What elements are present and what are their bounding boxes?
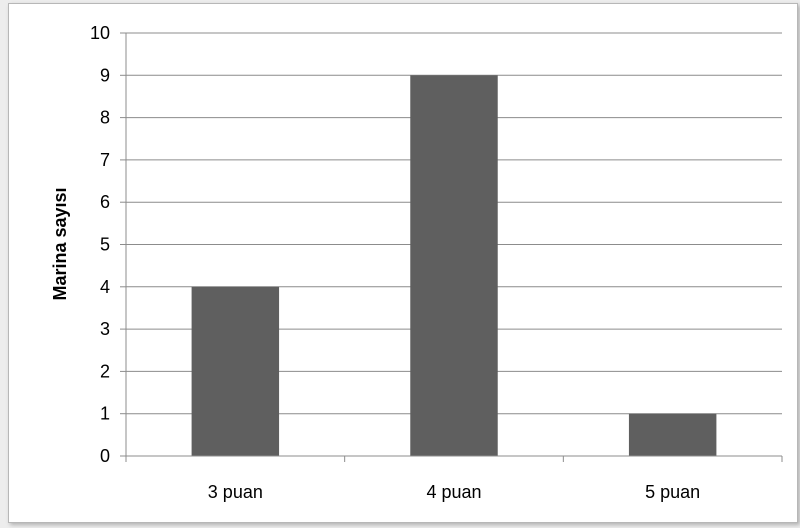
y-tick-label: 4 — [100, 277, 110, 297]
y-tick-label: 2 — [100, 361, 110, 381]
y-tick-label: 5 — [100, 235, 110, 255]
axes — [120, 32, 783, 462]
y-tick-labels: 0 1 2 3 4 5 6 7 8 9 10 — [90, 23, 110, 466]
y-tick-label: 6 — [100, 192, 110, 212]
x-category-label: 4 puan — [426, 482, 481, 502]
y-tick-label: 10 — [90, 23, 110, 43]
x-category-labels: 3 puan 4 puan 5 puan — [208, 482, 700, 502]
y-tick-label: 9 — [100, 65, 110, 85]
bars — [191, 75, 717, 457]
y-tick-label: 0 — [100, 446, 110, 466]
bar — [191, 286, 280, 456]
y-tick-label: 7 — [100, 150, 110, 170]
bar — [410, 75, 498, 457]
y-tick-label: 3 — [100, 319, 110, 339]
y-tick-label: 8 — [100, 108, 110, 128]
y-axis-title: Marina sayısı — [50, 187, 70, 300]
y-tick-label: 1 — [100, 404, 110, 424]
x-category-label: 3 puan — [208, 482, 263, 502]
bar — [628, 413, 717, 456]
x-category-label: 5 puan — [645, 482, 700, 502]
